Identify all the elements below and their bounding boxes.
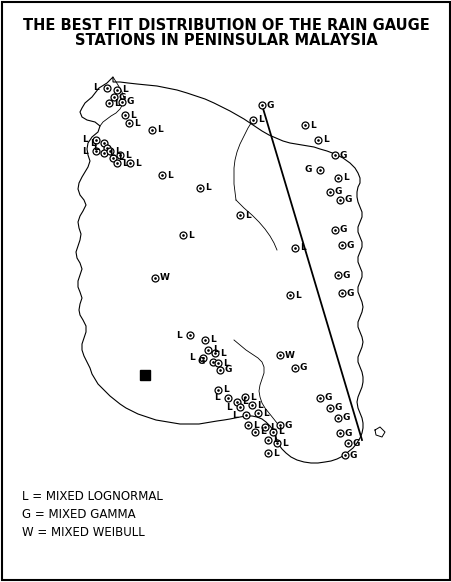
Text: G = MIXED GAMMA: G = MIXED GAMMA xyxy=(22,508,135,521)
Text: L: L xyxy=(299,243,305,253)
Text: L: L xyxy=(322,136,328,144)
Text: L: L xyxy=(130,111,135,119)
Text: G: G xyxy=(324,393,331,403)
Text: L: L xyxy=(257,400,262,410)
Text: G: G xyxy=(119,93,126,101)
Text: G: G xyxy=(197,357,205,367)
Text: G: G xyxy=(339,225,347,235)
Text: G: G xyxy=(344,196,352,204)
Text: L: L xyxy=(133,119,139,127)
Text: L: L xyxy=(244,211,250,219)
Text: L: L xyxy=(109,148,115,158)
Text: L: L xyxy=(222,385,228,395)
Text: L: L xyxy=(295,290,300,300)
Text: L: L xyxy=(272,449,278,457)
Text: L: L xyxy=(156,126,162,134)
Text: G: G xyxy=(342,413,350,423)
Text: G: G xyxy=(346,289,354,297)
Text: L: L xyxy=(188,230,193,240)
Text: W: W xyxy=(160,274,170,282)
Text: G: G xyxy=(334,403,341,413)
Text: L: L xyxy=(259,428,265,436)
Text: L: L xyxy=(82,147,88,155)
Text: G: G xyxy=(334,187,341,197)
Text: G: G xyxy=(127,98,134,107)
Text: L: L xyxy=(90,139,96,147)
Text: L = MIXED LOGNORMAL: L = MIXED LOGNORMAL xyxy=(22,490,162,503)
Text: G: G xyxy=(304,165,311,175)
Text: G: G xyxy=(342,271,350,279)
Text: THE BEST FIT DISTRIBUTION OF THE RAIN GAUGE: THE BEST FIT DISTRIBUTION OF THE RAIN GA… xyxy=(23,18,428,33)
Text: L: L xyxy=(214,393,220,403)
Text: L: L xyxy=(277,428,283,436)
Text: L: L xyxy=(249,392,255,402)
Text: L: L xyxy=(205,183,210,193)
Text: L: L xyxy=(82,136,88,144)
Text: L: L xyxy=(176,331,182,339)
Text: L: L xyxy=(210,335,215,345)
Text: L: L xyxy=(122,86,128,94)
Text: L: L xyxy=(232,410,238,420)
Text: W = MIXED WEIBULL: W = MIXED WEIBULL xyxy=(22,526,144,539)
Text: L: L xyxy=(258,115,263,125)
Text: L: L xyxy=(220,349,225,357)
Text: L: L xyxy=(253,421,258,430)
Text: L: L xyxy=(269,423,275,431)
Text: L: L xyxy=(114,98,120,108)
Text: G: G xyxy=(349,450,357,460)
Text: G: G xyxy=(225,365,232,374)
Text: G: G xyxy=(346,240,354,250)
Text: L: L xyxy=(309,120,315,130)
Text: G: G xyxy=(352,438,359,448)
Text: G: G xyxy=(344,428,352,438)
Text: L: L xyxy=(212,346,218,354)
Text: L: L xyxy=(281,438,287,448)
Text: L: L xyxy=(118,154,124,162)
Text: L: L xyxy=(222,359,228,367)
Text: L: L xyxy=(166,171,172,179)
Text: L: L xyxy=(135,158,140,168)
Text: G: G xyxy=(285,421,292,430)
Text: L: L xyxy=(125,151,130,159)
Text: L: L xyxy=(226,403,231,411)
Text: G: G xyxy=(299,364,307,372)
Text: L: L xyxy=(189,353,194,363)
Text: L: L xyxy=(122,158,128,168)
Text: STATIONS IN PENINSULAR MALAYSIA: STATIONS IN PENINSULAR MALAYSIA xyxy=(74,33,377,48)
Text: L: L xyxy=(115,147,120,155)
Text: L: L xyxy=(93,144,99,152)
Text: L: L xyxy=(262,409,268,417)
Text: L: L xyxy=(241,398,247,406)
Text: L: L xyxy=(342,173,348,183)
Text: W: W xyxy=(285,350,294,360)
Text: L: L xyxy=(93,83,99,93)
Text: G: G xyxy=(339,151,347,159)
Text: G: G xyxy=(267,101,274,109)
Text: L: L xyxy=(272,435,278,445)
